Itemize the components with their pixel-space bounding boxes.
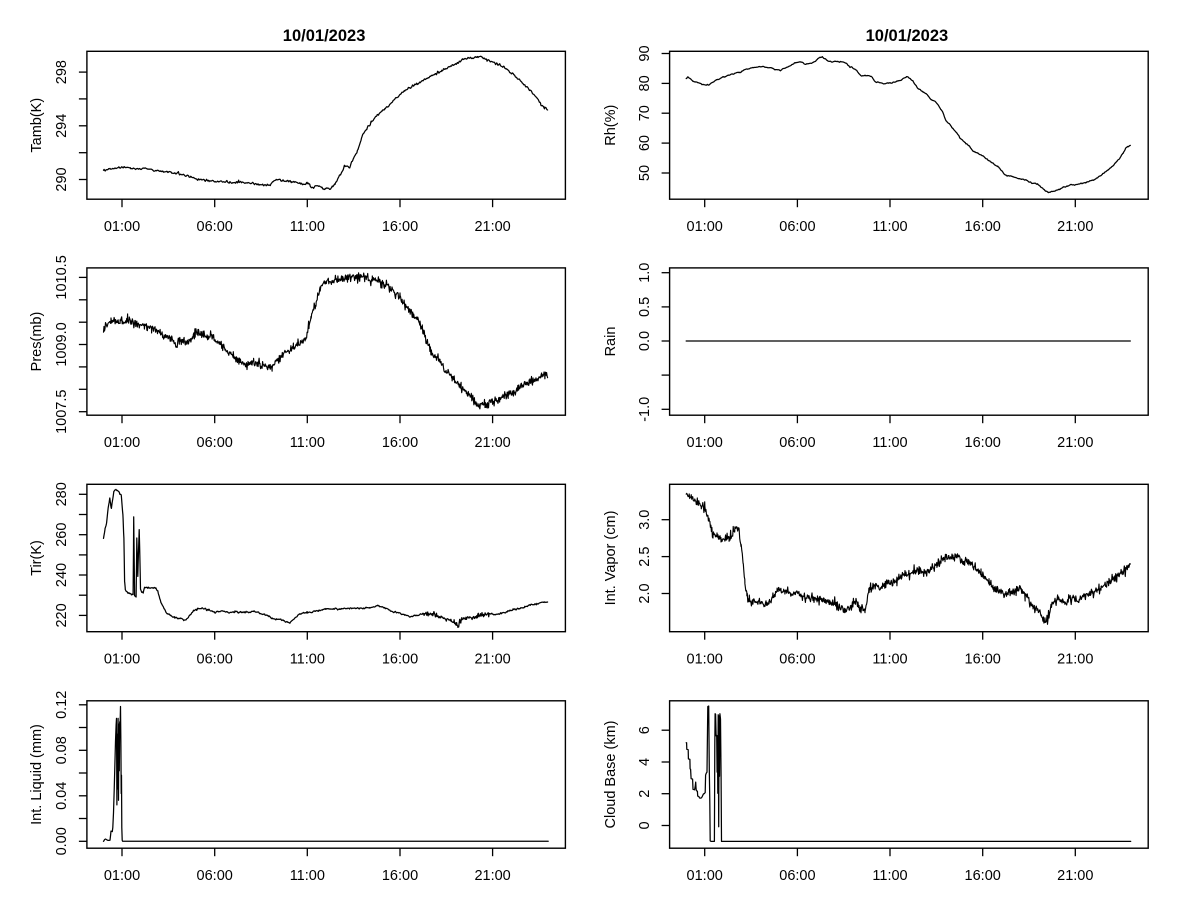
- svg-text:2.5: 2.5: [637, 547, 653, 567]
- svg-text:50: 50: [637, 165, 653, 181]
- svg-text:16:00: 16:00: [382, 219, 418, 235]
- svg-text:0.12: 0.12: [54, 691, 70, 719]
- svg-text:294: 294: [54, 114, 70, 138]
- svg-text:10/01/2023: 10/01/2023: [283, 27, 366, 45]
- svg-text:01:00: 01:00: [687, 652, 723, 668]
- svg-text:6: 6: [637, 726, 653, 734]
- svg-text:11:00: 11:00: [290, 219, 325, 235]
- svg-text:260: 260: [54, 523, 70, 547]
- svg-text:21:00: 21:00: [474, 219, 510, 235]
- svg-text:21:00: 21:00: [1057, 435, 1093, 451]
- svg-text:06:00: 06:00: [779, 868, 815, 884]
- svg-text:280: 280: [54, 482, 70, 506]
- svg-text:11:00: 11:00: [872, 868, 907, 884]
- svg-text:0: 0: [637, 821, 653, 829]
- svg-text:21:00: 21:00: [1057, 868, 1093, 884]
- svg-text:60: 60: [637, 135, 653, 151]
- svg-text:11:00: 11:00: [872, 652, 907, 668]
- svg-text:11:00: 11:00: [290, 652, 325, 668]
- svg-text:16:00: 16:00: [382, 652, 418, 668]
- svg-text:10/01/2023: 10/01/2023: [866, 27, 949, 45]
- svg-text:06:00: 06:00: [779, 652, 815, 668]
- svg-text:06:00: 06:00: [197, 652, 233, 668]
- svg-text:06:00: 06:00: [779, 219, 815, 235]
- svg-text:2.0: 2.0: [637, 583, 653, 603]
- svg-text:01:00: 01:00: [687, 435, 723, 451]
- svg-text:2: 2: [637, 790, 653, 798]
- svg-text:16:00: 16:00: [965, 652, 1001, 668]
- svg-text:06:00: 06:00: [197, 868, 233, 884]
- svg-text:01:00: 01:00: [687, 868, 723, 884]
- svg-text:0.08: 0.08: [54, 736, 70, 764]
- svg-text:Tamb(K): Tamb(K): [29, 98, 45, 153]
- svg-text:0.00: 0.00: [54, 827, 70, 855]
- svg-text:11:00: 11:00: [290, 435, 325, 451]
- svg-text:06:00: 06:00: [197, 219, 233, 235]
- svg-text:220: 220: [54, 603, 70, 627]
- svg-text:01:00: 01:00: [104, 652, 140, 668]
- svg-text:Tir(K): Tir(K): [29, 540, 45, 576]
- svg-text:70: 70: [637, 105, 653, 121]
- svg-text:21:00: 21:00: [474, 868, 510, 884]
- svg-text:90: 90: [637, 45, 653, 61]
- svg-text:3.0: 3.0: [637, 510, 653, 530]
- svg-text:Rh(%): Rh(%): [603, 105, 619, 146]
- svg-text:01:00: 01:00: [104, 435, 140, 451]
- svg-text:298: 298: [54, 60, 70, 84]
- svg-text:11:00: 11:00: [872, 219, 907, 235]
- svg-text:Int. Liquid (mm): Int. Liquid (mm): [29, 724, 45, 825]
- svg-text:Pres(mb): Pres(mb): [29, 312, 45, 372]
- svg-text:11:00: 11:00: [872, 435, 907, 451]
- svg-text:21:00: 21:00: [1057, 219, 1093, 235]
- svg-text:4: 4: [637, 758, 653, 766]
- svg-text:Int. Vapor (cm): Int. Vapor (cm): [603, 511, 619, 606]
- svg-text:1010.5: 1010.5: [54, 255, 70, 299]
- svg-text:11:00: 11:00: [290, 868, 325, 884]
- svg-text:16:00: 16:00: [382, 868, 418, 884]
- svg-text:16:00: 16:00: [965, 868, 1001, 884]
- svg-text:21:00: 21:00: [474, 652, 510, 668]
- svg-text:1007.5: 1007.5: [54, 390, 70, 434]
- svg-text:01:00: 01:00: [104, 868, 140, 884]
- svg-text:01:00: 01:00: [104, 219, 140, 235]
- svg-text:Cloud Base (km): Cloud Base (km): [603, 721, 619, 829]
- svg-text:21:00: 21:00: [1057, 652, 1093, 668]
- svg-text:0.5: 0.5: [637, 297, 653, 317]
- svg-text:0.0: 0.0: [637, 331, 653, 351]
- svg-text:16:00: 16:00: [965, 435, 1001, 451]
- svg-text:-1.0: -1.0: [637, 397, 653, 422]
- svg-text:Rain: Rain: [603, 327, 619, 357]
- svg-text:06:00: 06:00: [197, 435, 233, 451]
- svg-text:16:00: 16:00: [965, 219, 1001, 235]
- svg-text:80: 80: [637, 75, 653, 91]
- svg-text:06:00: 06:00: [779, 435, 815, 451]
- svg-text:21:00: 21:00: [474, 435, 510, 451]
- svg-text:1.0: 1.0: [637, 263, 653, 283]
- svg-text:16:00: 16:00: [382, 435, 418, 451]
- svg-text:240: 240: [54, 563, 70, 587]
- svg-text:01:00: 01:00: [687, 219, 723, 235]
- svg-text:290: 290: [54, 167, 70, 191]
- svg-text:0.04: 0.04: [54, 782, 70, 810]
- svg-text:1009.0: 1009.0: [54, 322, 70, 366]
